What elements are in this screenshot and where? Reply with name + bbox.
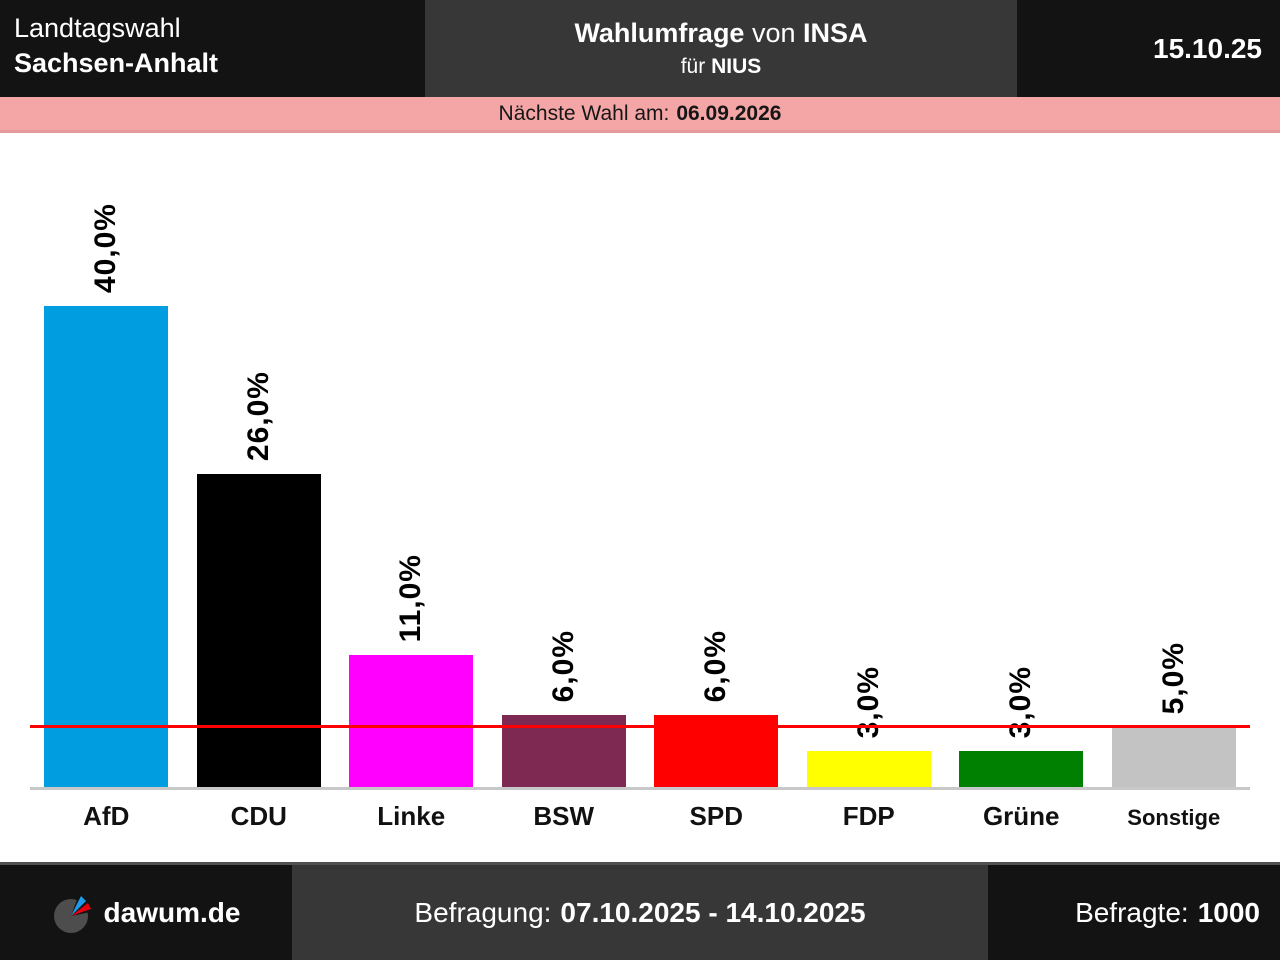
poll-institute: INSA	[803, 18, 868, 48]
election-title-block: Landtagswahl Sachsen-Anhalt	[0, 0, 425, 97]
x-label-bsw: BSW	[533, 801, 595, 831]
poll-source-block: Wahlumfrage von INSA für NIUS	[425, 0, 1017, 97]
five-percent-threshold-line	[30, 725, 1250, 728]
x-axis-line	[30, 787, 1250, 790]
bar-value-label-spd: 6,0%	[699, 629, 732, 702]
dawum-pie-chart-logo-icon	[52, 892, 94, 934]
bar-value-label-cdu: 26,0%	[241, 370, 275, 461]
poll-word: Wahlumfrage	[574, 18, 745, 48]
header: Landtagswahl Sachsen-Anhalt Wahlumfrage …	[0, 0, 1280, 97]
bar-linke	[349, 655, 473, 787]
poll-client-line: für NIUS	[681, 55, 762, 79]
bar-afd	[44, 306, 168, 787]
bar-value-label-sonstige: 5,0%	[1156, 641, 1190, 714]
next-election-date: 06.09.2026	[676, 101, 782, 125]
respondents-block: Befragte: 1000	[988, 862, 1280, 960]
bar-value-label-bsw: 6,0%	[546, 629, 580, 702]
bar-value-label-linke: 11,0%	[394, 553, 427, 642]
next-election-banner: Nächste Wahl am: 06.09.2026	[0, 97, 1280, 133]
respondents-label: Befragte:	[1075, 896, 1189, 928]
bar-grüne	[959, 751, 1083, 787]
election-type: Landtagswahl	[14, 13, 181, 43]
bar-sonstige	[1111, 727, 1236, 787]
poll-client: NIUS	[711, 55, 762, 78]
survey-period-block: Befragung: 07.10.2025 - 14.10.2025	[292, 862, 988, 960]
next-election-label: Nächste Wahl am:	[498, 101, 670, 125]
for-word: für	[680, 55, 706, 78]
poll-source-line: Wahlumfrage von INSA	[574, 18, 867, 49]
poll-connector: von	[751, 18, 796, 48]
bar-value-label-afd: 40,0%	[89, 202, 122, 293]
x-label-spd: SPD	[689, 801, 743, 831]
bar-chart: 40,0% 26,0% 11,0% 6,0% 6,0% 3,0% 3,0% 5,0% AfD C…	[0, 133, 1280, 862]
x-label-linke: Linke	[377, 801, 446, 831]
election-region: Sachsen-Anhalt	[14, 48, 219, 78]
x-label-grüne: Grüne	[982, 801, 1060, 831]
x-axis-labels: AfD CDU Linke BSW SPD FDP Grüne Sonstige	[30, 793, 1250, 832]
publish-date: 15.10.25	[1017, 0, 1280, 97]
x-label-cdu: CDU	[230, 801, 287, 831]
footer: dawum.de Befragung: 07.10.2025 - 14.10.2…	[0, 862, 1280, 960]
survey-period: 07.10.2025 - 14.10.2025	[560, 896, 866, 928]
brand-block: dawum.de	[0, 862, 292, 960]
bar-fdp	[806, 751, 931, 787]
x-label-afd: AfD	[83, 801, 130, 831]
bar-cdu	[196, 474, 321, 787]
brand-name: dawum.de	[103, 896, 241, 928]
respondents-value: 1000	[1197, 896, 1260, 928]
x-label-fdp: FDP	[842, 801, 895, 831]
survey-label: Befragung:	[414, 896, 552, 928]
plot-area: 40,0% 26,0% 11,0% 6,0% 6,0% 3,0% 3,0% 5,0%	[30, 133, 1250, 787]
x-label-sonstige: Sonstige	[1127, 805, 1221, 830]
